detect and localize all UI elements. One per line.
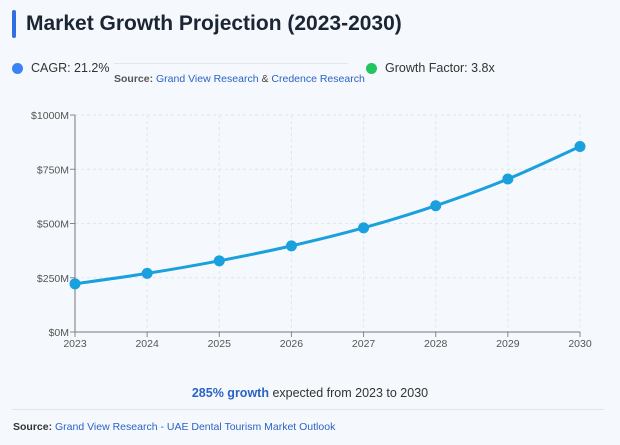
footer-divider [12,409,604,410]
data-point [430,200,442,212]
data-point [574,140,586,152]
growth-dot-icon [366,62,377,74]
x-tick-label: 2025 [208,338,232,350]
y-tick-label: $0M [49,327,69,339]
source-top: Source: Grand View Research & Credence R… [114,73,365,85]
footer-label: Source: [13,421,53,433]
footer-source-link[interactable]: Grand View Research - UAE Dental Tourism… [55,421,336,433]
title-accent [12,10,16,38]
data-point [358,222,370,234]
source-amp: & [261,73,269,85]
source-link-grand-view[interactable]: Grand View Research [156,73,259,85]
y-tick-label: $250M [37,273,69,285]
growth-label: Growth Factor: 3.8x [385,61,495,75]
legend-cagr: CAGR: 21.2% [12,61,110,75]
growth-note: 285% growth expected from 2023 to 2030 [0,386,620,400]
title-bar: Market Growth Projection (2023-2030) [12,10,402,38]
data-point [69,278,81,290]
footer-source: Source: Grand View Research - UAE Dental… [13,421,335,433]
legend-growth: Growth Factor: 3.8x [366,61,495,75]
data-point [213,255,225,267]
growth-note-highlight: 285% growth [191,386,269,400]
source-link-credence[interactable]: Credence Research [271,73,365,85]
line-chart: $0M $250M $500M $750M $1000M 2023 2024 2025 2026… [31,110,592,350]
data-point [141,267,153,279]
data-point [285,240,297,252]
x-tick-label: 2030 [568,338,592,350]
cagr-label: CAGR: 21.2% [31,61,110,75]
x-tick-label: 2026 [280,338,304,350]
x-tick-label: 2027 [352,338,376,350]
x-tick-label: 2028 [424,338,448,350]
x-tick-label: 2024 [135,338,159,350]
y-tick-label: $500M [37,219,69,231]
series-line [74,145,581,286]
divider [114,63,348,64]
data-point [502,173,514,185]
source-top-label: Source: [114,73,154,85]
growth-note-text: expected from 2023 to 2030 [272,386,429,400]
cagr-dot-icon [12,62,23,74]
x-tick-label: 2029 [496,338,520,350]
page-title: Market Growth Projection (2023-2030) [26,12,402,35]
x-tick-label: 2023 [63,338,87,350]
y-tick-label: $750M [37,164,69,176]
y-tick-label: $1000M [31,110,69,122]
